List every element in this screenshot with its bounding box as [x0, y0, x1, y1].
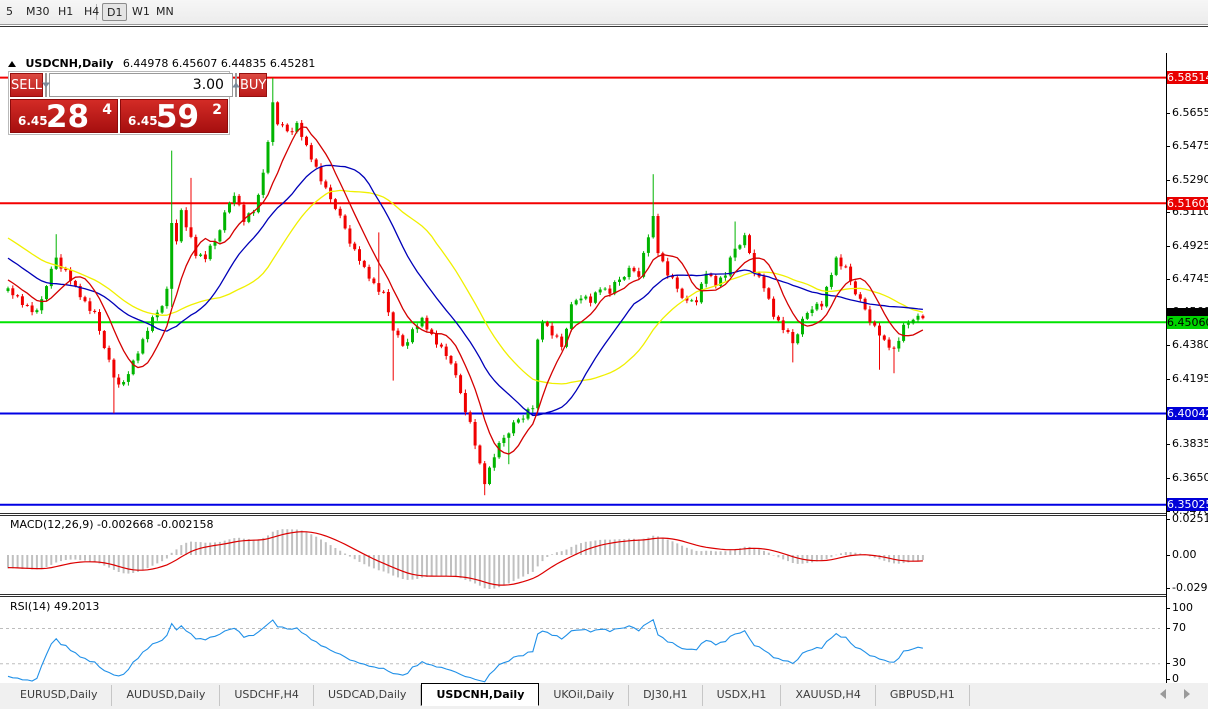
timeframe-button-5[interactable]: 5	[6, 5, 13, 18]
sell-price-pips: 28	[45, 99, 90, 135]
chart-tab-usdcnh[interactable]: USDCNH,Daily	[421, 683, 540, 706]
symbol-period-label: USDCNH,Daily	[25, 57, 114, 70]
lot-decrease-button[interactable]	[41, 73, 50, 97]
level-badge: 6.35025	[1167, 498, 1208, 512]
buy-price-point: 2	[212, 102, 222, 118]
chart-tab-dj30[interactable]: DJ30,H1	[629, 685, 703, 706]
tab-scroll-right-icon[interactable]	[1184, 689, 1190, 699]
chart-tab-bar: EURUSD,Daily AUDUSD,Daily USDCHF,H4 USDCAD,…	[0, 683, 1208, 709]
price-tick-label: 6.56550	[1167, 107, 1208, 119]
sell-button[interactable]: SELL	[10, 73, 43, 97]
rsi-line	[7, 618, 924, 683]
price-tick-label: 6.36500	[1167, 471, 1208, 484]
price-tick-label: 6.38350	[1167, 438, 1208, 450]
triangle-up-icon	[231, 82, 240, 88]
price-tick-label: 6.43800	[1167, 339, 1208, 351]
price-tick-label: 6.49250	[1167, 240, 1208, 252]
tab-scroll-left-icon[interactable]	[1160, 689, 1166, 699]
toolbar-separator	[96, 4, 97, 20]
price-axis: 6.565506.547506.529006.511006.492506.474…	[1166, 53, 1208, 687]
price-tick-label: 6.47450	[1167, 272, 1208, 285]
lot-size-input[interactable]	[48, 73, 233, 97]
level-badge: 6.40042	[1167, 406, 1208, 420]
one-click-trade-panel: SELL BUY 6.45 28 4 6.45 59 2	[8, 71, 268, 135]
chart-tab-audusd[interactable]: AUDUSD,Daily	[112, 685, 221, 706]
axis-separator	[1166, 53, 1167, 709]
level-badge: 6.58514	[1167, 71, 1208, 85]
collapse-arrow-icon[interactable]	[8, 61, 16, 67]
chart-header: USDCNH,Daily 6.44978 6.45607 6.44835 6.4…	[8, 57, 315, 71]
timeframe-button-mn[interactable]: MN	[156, 5, 174, 18]
chart-tab-usdx[interactable]: USDX,H1	[703, 685, 782, 706]
main-price-chart[interactable]	[0, 54, 1166, 513]
timeframe-toolbar: 5 M30 H1 H4 D1 W1 MN	[0, 0, 1208, 25]
timeframe-button-h4[interactable]: H4	[84, 5, 100, 18]
sell-price-box[interactable]: 6.45 28 4	[10, 99, 118, 135]
chart-tab-gbpusd[interactable]: GBPUSD,H1	[876, 685, 970, 706]
rsi-panel[interactable]	[0, 597, 1166, 685]
price-tick-label: 6.41950	[1167, 372, 1208, 385]
buy-price-pips: 59	[155, 99, 200, 135]
level-badge: 6.51605	[1167, 196, 1208, 210]
macd-tick-label: 0.00	[1167, 548, 1197, 561]
chart-tab-usdchf[interactable]: USDCHF,H4	[220, 685, 314, 706]
rsi-tick-label: 70	[1167, 621, 1186, 634]
level-badge: 6.45060	[1167, 315, 1208, 329]
timeframe-button-d1[interactable]: D1	[102, 3, 128, 21]
rsi-tick-label: 100	[1167, 601, 1193, 614]
ohlc-values: 6.44978 6.45607 6.44835 6.45281	[122, 57, 316, 70]
rsi-label: RSI(14) 49.2013	[10, 600, 100, 613]
chart-tab-ukoil[interactable]: UKOil,Daily	[539, 685, 630, 706]
macd-signal-line	[7, 531, 923, 586]
buy-button[interactable]: BUY	[238, 73, 268, 97]
ma-fast-line	[7, 126, 924, 455]
buy-price-box[interactable]: 6.45 59 2	[120, 99, 228, 135]
buy-price-prefix: 6.45	[128, 114, 158, 128]
sr-level-lines	[0, 76, 1166, 506]
price-tick-label: 6.52900	[1167, 173, 1208, 186]
sell-price-prefix: 6.45	[18, 114, 48, 128]
sell-price-point: 4	[102, 102, 112, 118]
macd-tick-label: 0.025108	[1167, 513, 1208, 525]
macd-tick-label: -0.02988	[1166, 582, 1208, 594]
timeframe-button-h1[interactable]: H1	[58, 5, 74, 18]
price-tick-label: 6.54750	[1167, 140, 1208, 152]
chart-tab-xauusd[interactable]: XAUUSD,H4	[781, 685, 876, 706]
timeframe-button-m30[interactable]: M30	[26, 5, 50, 18]
rsi-tick-label: 0	[1167, 672, 1179, 685]
triangle-down-icon	[41, 82, 50, 88]
chart-tab-eurusd[interactable]: EURUSD,Daily	[6, 685, 113, 706]
ma-slow-line	[7, 189, 924, 385]
lot-increase-button[interactable]	[231, 73, 240, 97]
macd-panel[interactable]	[0, 516, 1166, 594]
chart-window: USDCNH,Daily 6.44978 6.45607 6.44835 6.4…	[0, 26, 1208, 709]
chart-tab-usdcad[interactable]: USDCAD,Daily	[314, 685, 422, 706]
macd-histogram	[7, 529, 924, 589]
ma-mid-line	[7, 164, 923, 417]
timeframe-button-w1[interactable]: W1	[132, 5, 150, 18]
macd-label: MACD(12,26,9) -0.002668 -0.002158	[10, 518, 214, 531]
rsi-tick-label: 30	[1167, 656, 1186, 669]
